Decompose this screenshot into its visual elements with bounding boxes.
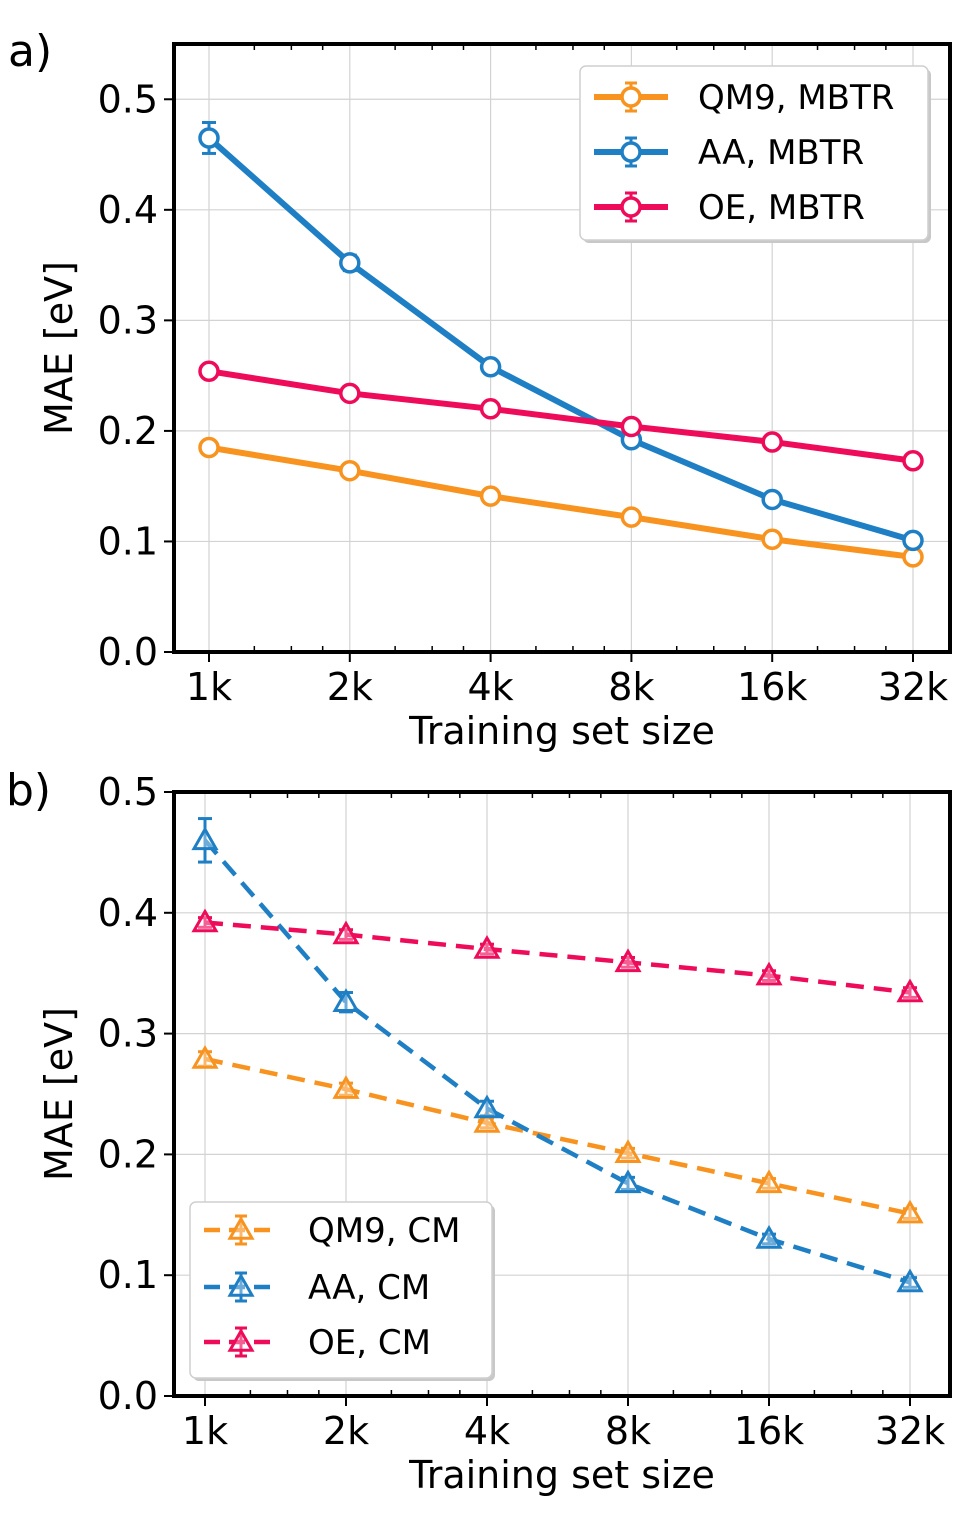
y-tick-label: 0.3 — [98, 1012, 158, 1056]
data-point — [339, 252, 361, 274]
data-point — [198, 436, 220, 459]
data-point — [761, 431, 783, 453]
series-qm9-mbtr — [198, 436, 924, 568]
x-tick-label: 2k — [327, 665, 373, 709]
data-point — [479, 398, 502, 420]
data-point — [755, 1169, 783, 1194]
y-tick-label: 0.5 — [98, 77, 158, 121]
y-tick-label: 0.4 — [98, 891, 158, 935]
data-point — [761, 488, 783, 511]
y-tick-label: 0.1 — [98, 1253, 158, 1297]
data-point — [227, 1327, 255, 1352]
y-axis-title: MAE [eV] — [37, 1007, 81, 1181]
data-point — [191, 1044, 219, 1069]
series-oe-cm — [191, 908, 924, 1003]
x-tick-label: 16k — [734, 1409, 804, 1453]
data-point — [755, 1224, 783, 1249]
x-tick-label: 32k — [878, 665, 948, 709]
y-tick-label: 0.0 — [98, 630, 158, 674]
x-axis-title: Training set size — [408, 1453, 715, 1497]
x-tick-label: 2k — [323, 1409, 369, 1453]
data-point — [332, 988, 360, 1012]
series-aa-cm — [191, 817, 924, 1293]
data-point — [902, 450, 924, 472]
data-point — [761, 528, 783, 550]
data-point — [339, 382, 361, 405]
legend-label: OE, CM — [308, 1323, 431, 1363]
data-point — [227, 1215, 255, 1240]
legend-label: QM9, CM — [308, 1211, 460, 1251]
data-point — [473, 935, 501, 959]
data-point — [191, 908, 219, 933]
plot-frame — [172, 42, 952, 654]
legend-label: AA, MBTR — [698, 133, 864, 173]
data-point — [902, 529, 924, 552]
legend-box — [579, 65, 929, 241]
data-point — [896, 1268, 924, 1293]
data-point — [620, 141, 642, 163]
panel-label: b) — [6, 765, 51, 816]
plot-frame — [172, 790, 952, 1398]
x-tick-label: 4k — [464, 1409, 510, 1453]
data-point — [479, 485, 502, 507]
y-tick-label: 0.2 — [98, 1132, 158, 1176]
series-line — [203, 838, 911, 1285]
y-tick-label: 0.2 — [98, 409, 158, 453]
series-line — [207, 135, 914, 544]
x-axis-title: Training set size — [408, 709, 715, 753]
chart-panel-a: 0.0 0.1 0.2 0.3 0.4 0.5 1k 2k 4k 8k 16k 32k Training… — [8, 26, 952, 753]
y-tick-label: 0.0 — [98, 1374, 158, 1418]
data-point — [614, 1169, 642, 1194]
data-point — [473, 1108, 501, 1133]
data-point — [896, 978, 924, 1003]
legend: QM9, MBTR AA, MBTR OE, MBTR — [579, 65, 931, 243]
data-point — [614, 948, 642, 973]
data-point — [198, 360, 220, 382]
data-point — [198, 127, 220, 149]
x-tick-label: 8k — [605, 1409, 651, 1453]
series-oe-mbtr — [198, 360, 924, 472]
data-point — [339, 459, 361, 482]
data-point — [620, 506, 643, 528]
data-point — [620, 86, 642, 108]
x-tick-label: 1k — [182, 1409, 228, 1453]
data-point — [191, 826, 219, 851]
data-point — [227, 1272, 255, 1297]
series-line — [204, 1056, 911, 1216]
y-tick-label: 0.1 — [98, 519, 158, 563]
x-tick-label: 32k — [875, 1409, 945, 1453]
y-tick-label: 0.3 — [98, 298, 158, 342]
data-point — [620, 196, 642, 218]
legend: QM9, CM AA, CM OE, CM — [189, 1201, 495, 1381]
data-point — [620, 415, 643, 438]
data-point — [332, 1075, 360, 1099]
data-point — [332, 920, 360, 945]
data-point — [614, 1139, 642, 1163]
legend-label: AA, CM — [308, 1268, 430, 1308]
data-point — [755, 961, 783, 986]
data-point — [479, 356, 502, 378]
data-point — [473, 1094, 501, 1119]
legend-box — [189, 1201, 493, 1379]
series-aa-mbtr — [198, 120, 924, 552]
series-qm9-cm — [191, 1044, 924, 1224]
series-line — [208, 444, 914, 560]
legend-label: QM9, MBTR — [698, 78, 894, 118]
y-axis-title: MAE [eV] — [37, 261, 81, 435]
panel-label: a) — [8, 26, 52, 77]
y-tick-label: 0.5 — [98, 770, 158, 814]
x-tick-label: 1k — [186, 665, 232, 709]
data-point — [896, 1199, 924, 1224]
y-tick-label: 0.4 — [98, 188, 158, 232]
x-tick-label: 4k — [468, 665, 514, 709]
series-line — [208, 368, 914, 464]
x-tick-label: 8k — [608, 665, 654, 709]
chart-panel-b: 0.0 0.1 0.2 0.3 0.4 0.5 1k 2k 4k 8k 16k 32k Training… — [6, 765, 952, 1497]
legend-label: OE, MBTR — [698, 188, 865, 228]
series-line — [204, 920, 911, 995]
x-tick-label: 16k — [737, 665, 807, 709]
